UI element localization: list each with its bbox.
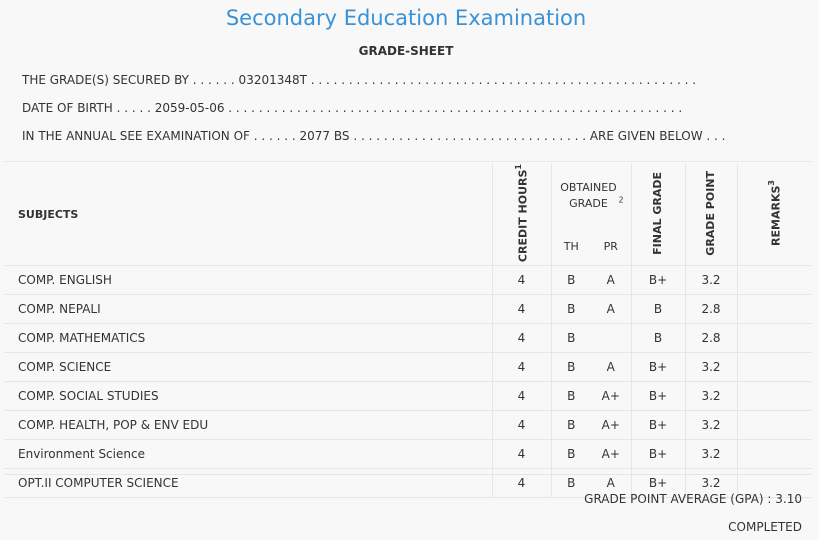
page-title: Secondary Education Examination [225, 6, 587, 30]
grade-point-label: GRADE POINT [704, 170, 717, 256]
table-header-row: SUBJECTS CREDIT HOURS1 OBTAINED GRADE 2 F… [4, 164, 812, 267]
final-grade-cell: B+ [630, 410, 685, 441]
th-grade-cell: B [550, 352, 591, 383]
th-grade-cell: B [550, 323, 591, 354]
th-grade-cell: B [550, 265, 591, 296]
remarks-label: REMARKS [770, 185, 784, 247]
gpa-summary: GRADE POINT AVERAGE (GPA) : 3.10 [584, 492, 802, 506]
pr-grade-cell [591, 323, 631, 354]
date-of-birth-line: DATE OF BIRTH . . . . . 2059-05-06 . . .… [22, 101, 683, 115]
symbol-number-line: THE GRADE(S) SECURED BY . . . . . . 0320… [22, 73, 697, 87]
credit-hours-footnote: 1 [514, 164, 524, 170]
credit-cell: 4 [491, 381, 551, 412]
th-grade-cell: B [550, 410, 591, 441]
pr-grade-cell: A [591, 468, 631, 499]
th-header: TH [550, 228, 591, 267]
subjects-header: SUBJECTS [4, 164, 492, 267]
pr-grade-cell: A+ [591, 381, 631, 412]
obtained-grade-label: OBTAINED GRADE [560, 181, 617, 211]
table-row: COMP. MATHEMATICS 4 B B 2.8 [4, 323, 812, 354]
th-grade-cell: B [550, 468, 591, 499]
obtained-grade-header: OBTAINED GRADE 2 [550, 164, 631, 229]
credit-cell: 4 [491, 294, 551, 325]
grade-sheet-heading: GRADE-SHEET [358, 44, 454, 58]
pr-header: PR [591, 228, 631, 267]
credit-cell: 4 [491, 468, 551, 499]
grade-point-cell: 2.8 [684, 323, 737, 354]
credit-cell: 4 [491, 323, 551, 354]
credit-hours-header: CREDIT HOURS1 [491, 164, 551, 267]
pr-grade-cell: A [591, 294, 631, 325]
final-grade-label: FINAL GRADE [651, 171, 664, 255]
result-status: COMPLETED [728, 520, 802, 534]
table-row: COMP. ENGLISH 4 B A B+ 3.2 [4, 265, 812, 296]
remarks-footnote: 3 [767, 180, 777, 186]
final-grade-cell: B+ [630, 381, 685, 412]
final-grade-cell: B [630, 323, 685, 354]
remarks-cell [736, 381, 812, 412]
grade-table: SUBJECTS CREDIT HOURS1 OBTAINED GRADE 2 F… [4, 164, 812, 499]
th-grade-cell: B [550, 294, 591, 325]
remarks-cell [736, 352, 812, 383]
final-grade-cell: B [630, 294, 685, 325]
final-grade-cell: B+ [630, 352, 685, 383]
table-row: COMP. NEPALI 4 B A B 2.8 [4, 294, 812, 325]
pr-grade-cell: A [591, 352, 631, 383]
grade-point-cell: 3.2 [684, 410, 737, 441]
pr-grade-cell: A [591, 265, 631, 296]
final-grade-cell: B+ [630, 468, 685, 499]
grade-point-cell: 3.2 [684, 468, 737, 499]
summary-section [4, 474, 812, 540]
subject-cell: COMP. ENGLISH [4, 265, 492, 296]
subject-cell: OPT.II COMPUTER SCIENCE [4, 468, 492, 499]
remarks-cell [736, 323, 812, 354]
table-row: COMP. HEALTH, POP & ENV EDU 4 B A+ B+ 3.2 [4, 410, 812, 441]
credit-cell: 4 [491, 439, 551, 470]
table-subheader-row: TH PR [4, 228, 812, 267]
pr-grade-cell: A+ [591, 410, 631, 441]
grade-point-cell: 2.8 [684, 294, 737, 325]
credit-cell: 4 [491, 410, 551, 441]
credit-cell: 4 [491, 265, 551, 296]
th-grade-cell: B [550, 439, 591, 470]
subject-cell: COMP. HEALTH, POP & ENV EDU [4, 410, 492, 441]
student-info [4, 62, 812, 162]
subject-cell: Environment Science [4, 439, 492, 470]
grade-point-cell: 3.2 [684, 439, 737, 470]
grade-point-header: GRADE POINT [684, 164, 737, 267]
remarks-cell [736, 294, 812, 325]
exam-line: IN THE ANNUAL SEE EXAMINATION OF . . . .… [22, 129, 726, 143]
grade-point-cell: 3.2 [684, 265, 737, 296]
subject-cell: COMP. SCIENCE [4, 352, 492, 383]
final-grade-cell: B+ [630, 439, 685, 470]
remarks-cell [736, 468, 812, 499]
subject-cell: COMP. SOCIAL STUDIES [4, 381, 492, 412]
final-grade-cell: B+ [630, 265, 685, 296]
credit-cell: 4 [491, 352, 551, 383]
grade-point-cell: 3.2 [684, 381, 737, 412]
obtained-grade-footnote: 2 [618, 195, 624, 205]
remarks-header: REMARKS3 [736, 164, 812, 267]
table-row: COMP. SOCIAL STUDIES 4 B A+ B+ 3.2 [4, 381, 812, 412]
grade-point-cell: 3.2 [684, 352, 737, 383]
subjects-header-label: SUBJECTS [18, 208, 79, 222]
final-grade-header: FINAL GRADE [630, 164, 685, 267]
table-row: COMP. SCIENCE 4 B A B+ 3.2 [4, 352, 812, 383]
pr-grade-cell: A+ [591, 439, 631, 470]
table-row: OPT.II COMPUTER SCIENCE 4 B A B+ 3.2 [4, 468, 812, 499]
table-row: Environment Science 4 B A+ B+ 3.2 [4, 439, 812, 470]
subject-cell: COMP. MATHEMATICS [4, 323, 492, 354]
subject-cell: COMP. NEPALI [4, 294, 492, 325]
remarks-cell [736, 265, 812, 296]
credit-hours-label: CREDIT HOURS [516, 169, 530, 263]
th-grade-cell: B [550, 381, 591, 412]
remarks-cell [736, 439, 812, 470]
remarks-cell [736, 410, 812, 441]
